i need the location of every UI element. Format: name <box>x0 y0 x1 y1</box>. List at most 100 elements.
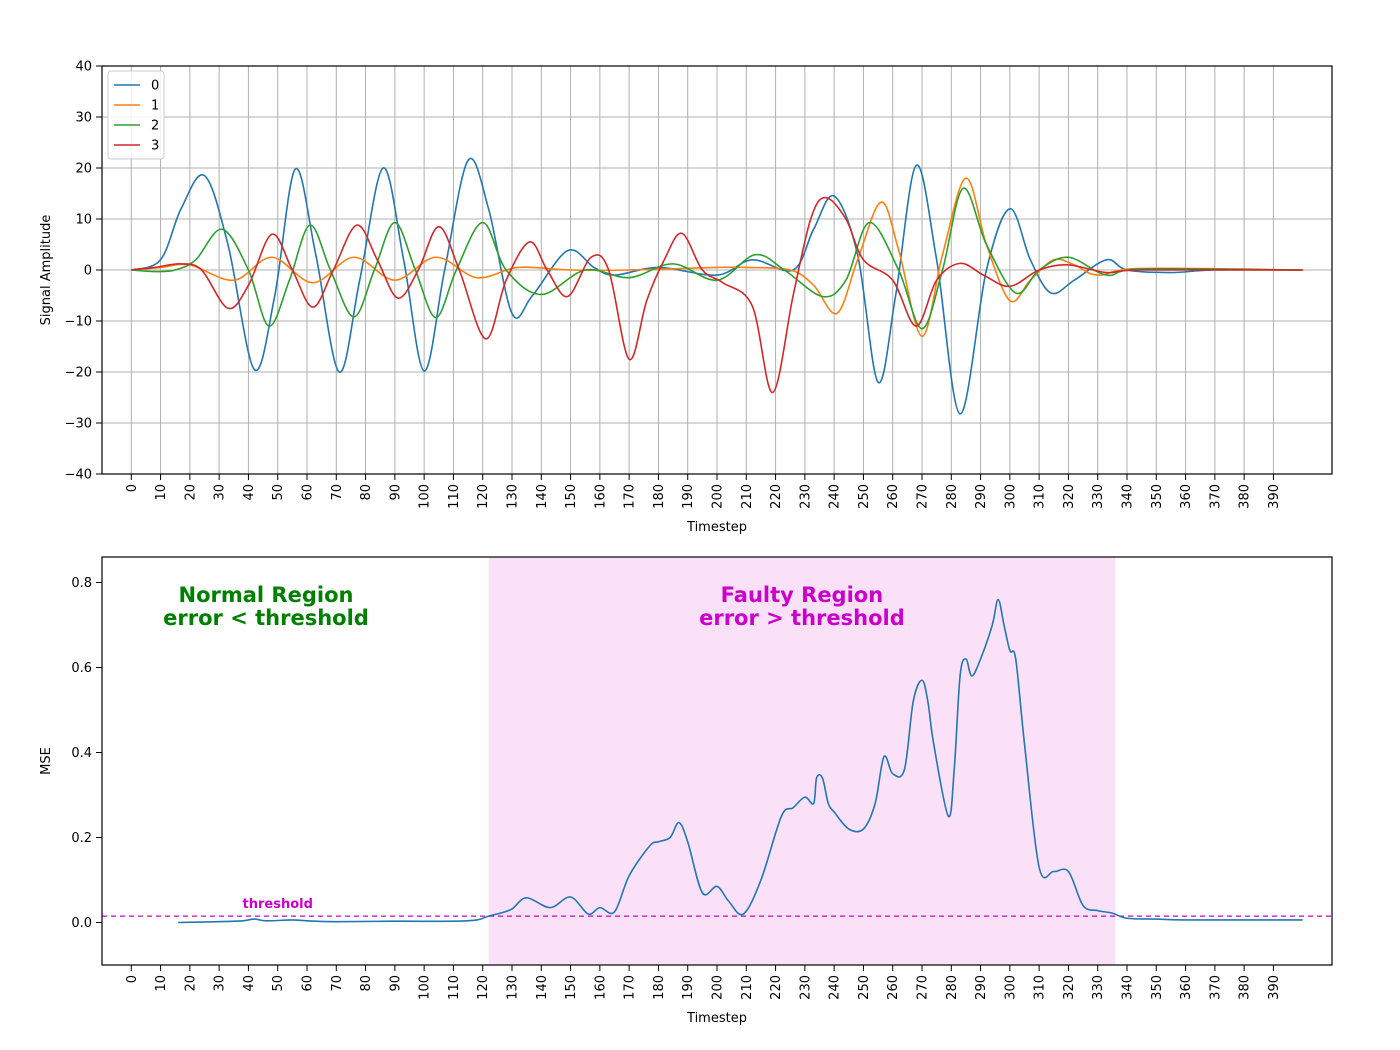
x-tick-label: 60 <box>301 975 316 992</box>
x-tick-label: 140 <box>535 975 550 1000</box>
x-tick-label: 110 <box>447 975 462 1000</box>
x-tick-label: 170 <box>623 975 638 1000</box>
x-tick-label: 150 <box>564 484 579 509</box>
legend-label: 3 <box>151 139 159 154</box>
x-tick-label: 370 <box>1208 484 1223 509</box>
x-tick-label: 210 <box>740 975 755 1000</box>
x-tick-label: 130 <box>506 975 521 1000</box>
mse-chart-y-ticks: 0.0 0.2 0.4 0.6 0.8 <box>71 576 102 931</box>
x-tick-label: 220 <box>769 975 784 1000</box>
y-tick-label: 0.6 <box>71 661 92 676</box>
x-tick-label: 10 <box>154 484 169 501</box>
x-tick-label: 360 <box>1179 484 1194 509</box>
y-tick-label: 40 <box>75 60 92 75</box>
x-tick-label: 280 <box>945 975 960 1000</box>
signal-chart-y-axis-label: Signal Amplitude <box>39 215 54 326</box>
signal-chart: 0 10 20 30 40 50 60 70 80 90 100 110 120 130 140 150 160… <box>39 60 1333 535</box>
signal-chart-series <box>131 157 1303 415</box>
x-tick-label: 360 <box>1179 975 1194 1000</box>
legend-label: 1 <box>151 99 159 114</box>
x-tick-label: 70 <box>330 975 345 992</box>
x-tick-label: 290 <box>974 975 989 1000</box>
x-tick-label: 130 <box>506 484 521 509</box>
x-tick-label: 120 <box>476 484 491 509</box>
y-tick-label: −20 <box>65 366 92 381</box>
faulty-region-subtitle: error > threshold <box>699 606 905 630</box>
x-tick-label: 200 <box>711 975 726 1000</box>
x-tick-label: 290 <box>974 484 989 509</box>
faulty-region-band <box>488 557 1116 965</box>
x-tick-label: 180 <box>652 484 667 509</box>
x-tick-label: 380 <box>1238 484 1253 509</box>
series-line-channel-3 <box>131 196 1303 394</box>
x-tick-label: 200 <box>711 484 726 509</box>
x-tick-label: 350 <box>1150 484 1165 509</box>
x-tick-label: 240 <box>828 484 843 509</box>
x-tick-label: 270 <box>916 484 931 509</box>
x-tick-label: 10 <box>154 975 169 992</box>
mse-chart-series <box>178 598 1303 924</box>
x-tick-label: 370 <box>1208 975 1223 1000</box>
x-tick-label: 170 <box>623 484 638 509</box>
threshold-label: threshold <box>243 897 313 912</box>
y-tick-label: 0.2 <box>71 831 92 846</box>
x-tick-label: 150 <box>564 975 579 1000</box>
x-tick-label: 300 <box>1003 975 1018 1000</box>
x-tick-label: 70 <box>330 484 345 501</box>
x-tick-label: 100 <box>418 975 433 1000</box>
x-tick-label: 160 <box>593 484 608 509</box>
x-tick-label: 380 <box>1238 975 1253 1000</box>
mse-chart-x-ticks: 0 10 20 30 40 50 60 70 80 90 100 110 120 130 140 150 160… <box>125 965 1282 1000</box>
x-tick-label: 120 <box>476 975 491 1000</box>
y-tick-label: 0.4 <box>71 746 92 761</box>
x-tick-label: 220 <box>769 484 784 509</box>
x-tick-label: 190 <box>681 975 696 1000</box>
y-tick-label: −40 <box>65 468 92 483</box>
x-tick-label: 390 <box>1267 484 1282 509</box>
x-tick-label: 320 <box>1062 975 1077 1000</box>
y-tick-label: −30 <box>65 417 92 432</box>
y-tick-label: −10 <box>65 315 92 330</box>
x-tick-label: 110 <box>447 484 462 509</box>
x-tick-label: 160 <box>593 975 608 1000</box>
x-tick-label: 310 <box>1033 975 1048 1000</box>
x-tick-label: 80 <box>359 484 374 501</box>
signal-chart-y-ticks: −40 −30 −20 −10 0 10 20 30 40 <box>65 60 102 483</box>
x-tick-label: 250 <box>857 975 872 1000</box>
x-tick-label: 90 <box>388 484 403 501</box>
signal-chart-x-axis-label: Timestep <box>686 520 747 535</box>
signal-chart-x-ticks: 0 10 20 30 40 50 60 70 80 90 100 110 120 130 140 150 160… <box>125 474 1282 509</box>
x-tick-label: 230 <box>798 975 813 1000</box>
x-tick-label: 270 <box>916 975 931 1000</box>
x-tick-label: 100 <box>418 484 433 509</box>
x-tick-label: 140 <box>535 484 550 509</box>
x-tick-label: 0 <box>125 975 140 983</box>
x-tick-label: 260 <box>886 975 901 1000</box>
x-tick-label: 350 <box>1150 975 1165 1000</box>
x-tick-label: 340 <box>1121 484 1136 509</box>
normal-region-title: Normal Region <box>179 583 354 607</box>
mse-chart-y-axis-label: MSE <box>39 747 54 775</box>
x-tick-label: 90 <box>388 975 403 992</box>
x-tick-label: 40 <box>242 484 257 501</box>
series-line-mse <box>178 598 1303 924</box>
legend-label: 2 <box>151 119 159 134</box>
x-tick-label: 30 <box>213 484 228 501</box>
signal-chart-legend: 0 1 2 3 <box>107 70 165 160</box>
x-tick-label: 190 <box>681 484 696 509</box>
x-tick-label: 0 <box>125 484 140 492</box>
y-tick-label: 10 <box>75 213 92 228</box>
mse-chart: 0 10 20 30 40 50 60 70 80 90 100 110 120 130 140 150 160… <box>39 556 1333 1026</box>
x-tick-label: 20 <box>183 484 198 501</box>
x-tick-label: 330 <box>1091 484 1106 509</box>
x-tick-label: 240 <box>828 975 843 1000</box>
x-tick-label: 40 <box>242 975 257 992</box>
y-tick-label: 30 <box>75 111 92 126</box>
mse-chart-x-axis-label: Timestep <box>686 1011 747 1026</box>
x-tick-label: 340 <box>1121 975 1136 1000</box>
x-tick-label: 330 <box>1091 975 1106 1000</box>
x-tick-label: 80 <box>359 975 374 992</box>
y-tick-label: 0.0 <box>71 916 92 931</box>
x-tick-label: 250 <box>857 484 872 509</box>
